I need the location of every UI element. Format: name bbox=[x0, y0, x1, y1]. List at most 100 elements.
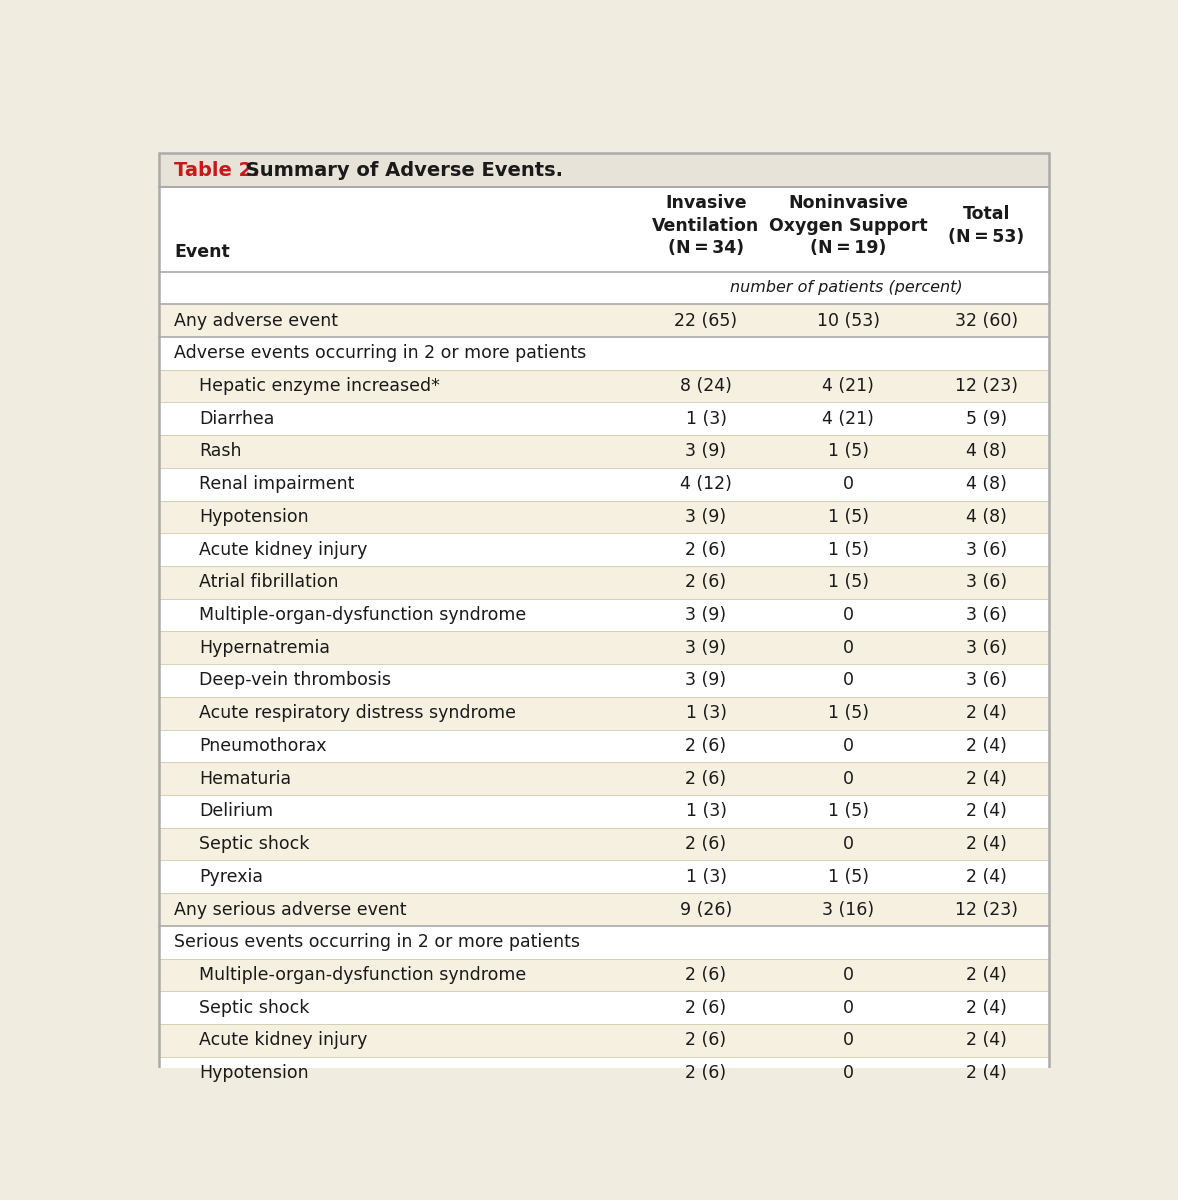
Text: 0: 0 bbox=[843, 475, 854, 493]
Text: Septic shock: Septic shock bbox=[199, 835, 310, 853]
Text: 12 (23): 12 (23) bbox=[955, 900, 1018, 918]
Text: 1 (3): 1 (3) bbox=[686, 409, 727, 427]
Text: Invasive: Invasive bbox=[666, 194, 747, 212]
Text: Atrial fibrillation: Atrial fibrillation bbox=[199, 574, 339, 592]
Text: 2 (4): 2 (4) bbox=[966, 737, 1007, 755]
Text: 3 (9): 3 (9) bbox=[686, 672, 727, 690]
Text: 0: 0 bbox=[843, 737, 854, 755]
Text: 2 (6): 2 (6) bbox=[686, 769, 727, 787]
Text: (N = 19): (N = 19) bbox=[810, 239, 887, 257]
Text: 3 (6): 3 (6) bbox=[966, 672, 1007, 690]
Text: Deep-vein thrombosis: Deep-vein thrombosis bbox=[199, 672, 391, 690]
Text: 2 (4): 2 (4) bbox=[966, 704, 1007, 722]
Text: 1 (5): 1 (5) bbox=[828, 508, 869, 526]
Text: 4 (8): 4 (8) bbox=[966, 443, 1007, 461]
Bar bbox=[159, 762, 1048, 796]
Text: 0: 0 bbox=[843, 998, 854, 1016]
Text: 2 (6): 2 (6) bbox=[686, 998, 727, 1016]
Text: Diarrhea: Diarrhea bbox=[199, 409, 274, 427]
Text: 3 (9): 3 (9) bbox=[686, 443, 727, 461]
Text: 1 (3): 1 (3) bbox=[686, 704, 727, 722]
Text: 1 (5): 1 (5) bbox=[828, 868, 869, 886]
Text: (N = 53): (N = 53) bbox=[948, 228, 1025, 246]
Text: 2 (6): 2 (6) bbox=[686, 574, 727, 592]
Text: Table 2.: Table 2. bbox=[174, 161, 260, 180]
Bar bbox=[159, 926, 1048, 959]
Bar bbox=[159, 187, 1048, 272]
Bar bbox=[159, 697, 1048, 730]
Text: 1 (5): 1 (5) bbox=[828, 704, 869, 722]
Bar bbox=[159, 730, 1048, 762]
Text: 1 (5): 1 (5) bbox=[828, 574, 869, 592]
Text: 3 (9): 3 (9) bbox=[686, 638, 727, 656]
Text: 2 (4): 2 (4) bbox=[966, 1032, 1007, 1050]
Text: 4 (12): 4 (12) bbox=[680, 475, 732, 493]
Text: Delirium: Delirium bbox=[199, 803, 273, 821]
Text: 3 (6): 3 (6) bbox=[966, 638, 1007, 656]
Text: 2 (4): 2 (4) bbox=[966, 803, 1007, 821]
Text: Ventilation: Ventilation bbox=[653, 217, 760, 235]
Text: 32 (60): 32 (60) bbox=[954, 312, 1018, 330]
Text: 4 (21): 4 (21) bbox=[822, 377, 874, 395]
Text: Multiple-organ-dysfunction syndrome: Multiple-organ-dysfunction syndrome bbox=[199, 966, 527, 984]
Text: 2 (4): 2 (4) bbox=[966, 966, 1007, 984]
Text: Hematuria: Hematuria bbox=[199, 769, 291, 787]
Text: 2 (4): 2 (4) bbox=[966, 835, 1007, 853]
Text: Any serious adverse event: Any serious adverse event bbox=[174, 900, 406, 918]
Bar bbox=[159, 1057, 1048, 1090]
Text: Pneumothorax: Pneumothorax bbox=[199, 737, 326, 755]
Text: Acute kidney injury: Acute kidney injury bbox=[199, 1032, 368, 1050]
Text: 0: 0 bbox=[843, 606, 854, 624]
Text: 3 (6): 3 (6) bbox=[966, 574, 1007, 592]
Text: 1 (3): 1 (3) bbox=[686, 803, 727, 821]
Text: 0: 0 bbox=[843, 1032, 854, 1050]
Text: 0: 0 bbox=[843, 966, 854, 984]
Bar bbox=[159, 796, 1048, 828]
Text: (N = 34): (N = 34) bbox=[668, 239, 744, 257]
Text: 2 (6): 2 (6) bbox=[686, 1032, 727, 1050]
Bar bbox=[159, 991, 1048, 1024]
Text: 1 (5): 1 (5) bbox=[828, 443, 869, 461]
Text: 8 (24): 8 (24) bbox=[680, 377, 732, 395]
Bar bbox=[159, 272, 1048, 304]
Bar bbox=[159, 664, 1048, 697]
Text: 3 (6): 3 (6) bbox=[966, 606, 1007, 624]
Text: Hypernatremia: Hypernatremia bbox=[199, 638, 330, 656]
Bar bbox=[159, 599, 1048, 631]
Text: Rash: Rash bbox=[199, 443, 241, 461]
Text: Serious events occurring in 2 or more patients: Serious events occurring in 2 or more pa… bbox=[174, 934, 581, 952]
Bar bbox=[159, 860, 1048, 893]
Text: Adverse events occurring in 2 or more patients: Adverse events occurring in 2 or more pa… bbox=[174, 344, 587, 362]
Text: Noninvasive: Noninvasive bbox=[788, 194, 908, 212]
Bar bbox=[159, 631, 1048, 664]
Bar bbox=[159, 370, 1048, 402]
Text: 1 (5): 1 (5) bbox=[828, 540, 869, 558]
Text: number of patients (percent): number of patients (percent) bbox=[730, 281, 962, 295]
Text: 2 (4): 2 (4) bbox=[966, 1064, 1007, 1082]
Text: 2 (4): 2 (4) bbox=[966, 998, 1007, 1016]
Text: Renal impairment: Renal impairment bbox=[199, 475, 355, 493]
Text: 2 (6): 2 (6) bbox=[686, 540, 727, 558]
Text: 2 (6): 2 (6) bbox=[686, 966, 727, 984]
Text: 0: 0 bbox=[843, 672, 854, 690]
Bar bbox=[159, 533, 1048, 566]
Text: 1 (5): 1 (5) bbox=[828, 803, 869, 821]
Text: 3 (16): 3 (16) bbox=[822, 900, 874, 918]
Text: 2 (6): 2 (6) bbox=[686, 835, 727, 853]
Bar bbox=[159, 893, 1048, 926]
Bar bbox=[159, 402, 1048, 436]
Text: Total: Total bbox=[962, 205, 1010, 223]
Text: 3 (6): 3 (6) bbox=[966, 540, 1007, 558]
Text: 2 (6): 2 (6) bbox=[686, 737, 727, 755]
Text: 0: 0 bbox=[843, 638, 854, 656]
Text: 9 (26): 9 (26) bbox=[680, 900, 733, 918]
Bar bbox=[159, 436, 1048, 468]
Bar bbox=[159, 304, 1048, 337]
Text: 3 (9): 3 (9) bbox=[686, 606, 727, 624]
Bar bbox=[159, 1024, 1048, 1057]
Text: Oxygen Support: Oxygen Support bbox=[769, 217, 928, 235]
Text: Acute respiratory distress syndrome: Acute respiratory distress syndrome bbox=[199, 704, 516, 722]
Bar bbox=[159, 154, 1048, 187]
Bar bbox=[159, 337, 1048, 370]
Bar bbox=[159, 566, 1048, 599]
